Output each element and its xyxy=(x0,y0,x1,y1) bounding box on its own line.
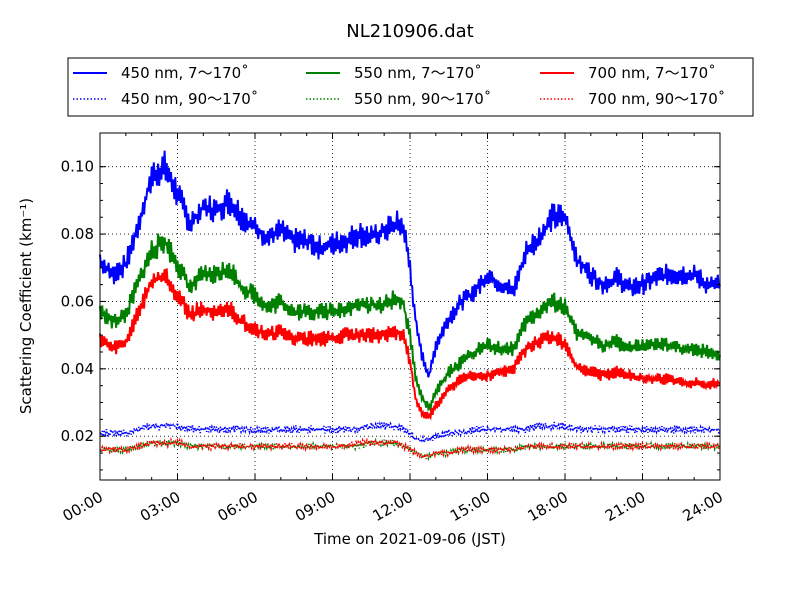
y-tick-label: 0.04 xyxy=(61,360,94,378)
y-tick-label: 0.06 xyxy=(61,292,94,310)
x-tick-label: 12:00 xyxy=(370,488,416,525)
x-tick-label: 00:00 xyxy=(60,488,106,525)
series-line xyxy=(99,233,721,413)
legend-label: 550 nm, 7～170˚ xyxy=(354,64,482,82)
chart-title: NL210906.dat xyxy=(346,21,473,42)
series-lines xyxy=(99,150,721,462)
legend-label: 700 nm, 7～170˚ xyxy=(588,64,716,82)
x-tick-label: 06:00 xyxy=(215,488,261,525)
y-axis-label: Scattering Coefficient (km⁻¹) xyxy=(17,198,35,414)
series-line xyxy=(99,268,721,421)
y-tick-label: 0.10 xyxy=(61,158,94,176)
x-tick-label: 24:00 xyxy=(680,488,726,525)
x-tick-label: 09:00 xyxy=(292,488,338,525)
legend-label: 550 nm, 90～170˚ xyxy=(354,90,491,108)
x-tick-label: 15:00 xyxy=(447,488,493,525)
legend-label: 450 nm, 90～170˚ xyxy=(121,90,258,108)
x-tick-label: 03:00 xyxy=(137,488,183,525)
legend-box xyxy=(67,57,754,117)
x-tick-label: 18:00 xyxy=(525,488,571,525)
y-tick-label: 0.02 xyxy=(61,427,94,445)
x-axis-label: Time on 2021-09-06 (JST) xyxy=(313,530,506,548)
legend-label: 700 nm, 90～170˚ xyxy=(588,90,725,108)
x-tick-label: 21:00 xyxy=(602,488,648,525)
y-tick-label: 0.08 xyxy=(61,225,94,243)
series-line xyxy=(99,150,721,378)
series-line xyxy=(99,436,721,461)
legend: 450 nm, 7～170˚ 450 nm, 90～170˚ 550 nm, 7～1… xyxy=(67,57,754,117)
legend-label: 450 nm, 7～170˚ xyxy=(121,64,249,82)
